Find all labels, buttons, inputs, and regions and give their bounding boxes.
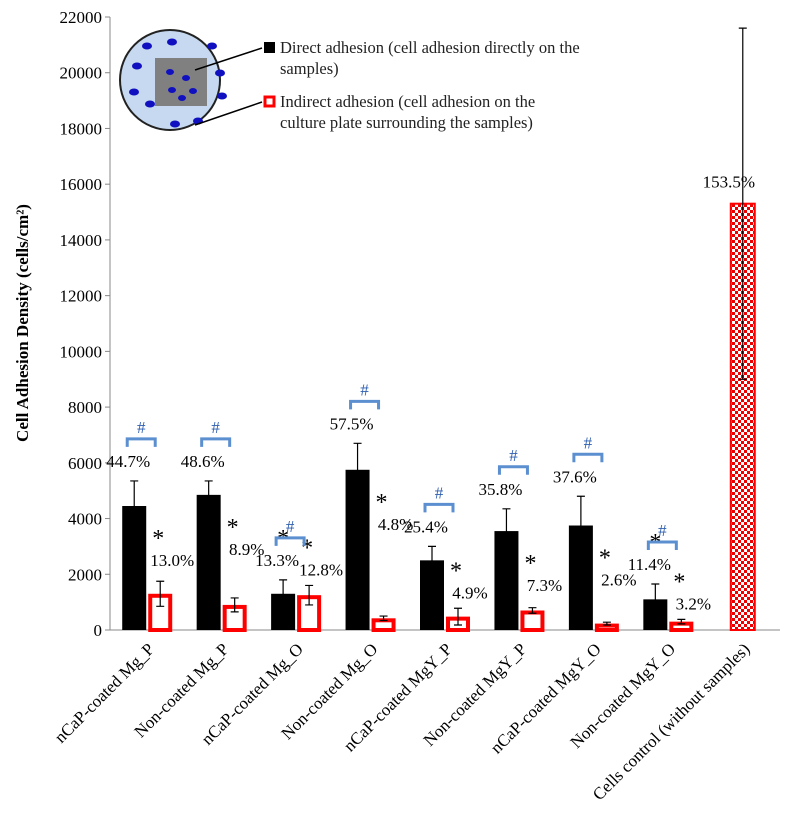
bar bbox=[520, 610, 545, 633]
error-bar bbox=[738, 27, 747, 380]
y-tick-label: 4000 bbox=[68, 510, 102, 529]
bar bbox=[196, 494, 221, 630]
error-bar bbox=[156, 580, 165, 607]
bracket bbox=[423, 502, 455, 513]
percent-label: 4.9% bbox=[452, 583, 487, 602]
error-bar bbox=[576, 495, 585, 556]
significance-mark: * bbox=[524, 551, 536, 577]
legend-entry: Indirect adhesion (cell adhesion on the … bbox=[280, 92, 536, 132]
percent-label: 13.0% bbox=[150, 551, 194, 570]
percent-label: 44.7% bbox=[106, 452, 150, 471]
y-tick-label: 8000 bbox=[68, 398, 102, 417]
error-bar bbox=[379, 615, 388, 622]
error-bar bbox=[677, 618, 686, 625]
y-tick-label: 2000 bbox=[68, 565, 102, 584]
percent-label: 48.6% bbox=[181, 452, 225, 471]
percent-label: 4.8% bbox=[378, 515, 413, 534]
error-bar bbox=[279, 579, 288, 609]
bracket bbox=[349, 399, 381, 410]
bracket bbox=[200, 437, 232, 447]
percent-label: 2.6% bbox=[601, 571, 636, 590]
y-tick-label: 6000 bbox=[68, 454, 102, 473]
significance-mark: * bbox=[376, 490, 388, 516]
significance-mark: * bbox=[673, 569, 685, 595]
significance-mark: * bbox=[599, 546, 611, 572]
bracket bbox=[125, 437, 157, 447]
bracket bbox=[274, 536, 306, 546]
error-bar bbox=[305, 584, 314, 606]
group-mark: # bbox=[137, 418, 146, 437]
group-mark: # bbox=[584, 433, 593, 452]
error-bar bbox=[204, 480, 213, 510]
bracket bbox=[497, 465, 529, 475]
error-bar bbox=[428, 545, 436, 575]
y-tick-label: 22000 bbox=[60, 8, 103, 27]
error-bar bbox=[130, 480, 139, 532]
percent-label: 57.5% bbox=[330, 414, 374, 433]
percent-label: 25.4% bbox=[404, 517, 448, 536]
significance-mark: * bbox=[450, 558, 462, 584]
bar bbox=[594, 623, 619, 633]
y-tick-label: 12000 bbox=[60, 287, 103, 306]
bracket bbox=[646, 540, 678, 551]
percent-label: 3.2% bbox=[676, 594, 711, 613]
x-tick-label: Cells control (without samples) bbox=[589, 639, 754, 804]
group-mark: # bbox=[658, 521, 667, 540]
error-bar bbox=[454, 607, 462, 626]
group-mark: # bbox=[360, 380, 369, 399]
error-bar bbox=[602, 621, 611, 626]
group-mark: # bbox=[286, 517, 295, 536]
bar bbox=[371, 618, 396, 633]
error-bar bbox=[502, 508, 511, 554]
percent-label: 7.3% bbox=[527, 576, 562, 595]
y-tick-label: 20000 bbox=[60, 64, 103, 83]
error-bar bbox=[353, 442, 362, 497]
y-tick-label: 18000 bbox=[60, 119, 103, 138]
y-tick-label: 10000 bbox=[60, 342, 103, 361]
percent-label: 12.8% bbox=[299, 560, 343, 579]
significance-mark: * bbox=[227, 515, 239, 541]
error-bar bbox=[528, 607, 537, 614]
y-tick-label: 0 bbox=[94, 621, 103, 640]
bracket bbox=[572, 452, 604, 463]
y-tick-label: 14000 bbox=[60, 231, 103, 250]
error-bar bbox=[230, 597, 239, 613]
group-mark: # bbox=[435, 483, 444, 502]
group-mark: # bbox=[509, 446, 518, 465]
percent-label: 153.5% bbox=[703, 173, 755, 192]
y-axis-label: Cell Adhesion Density (cells/cm²) bbox=[13, 204, 32, 442]
percent-label: 37.6% bbox=[553, 467, 597, 486]
percent-label: 11.4% bbox=[628, 555, 671, 574]
bar bbox=[669, 621, 694, 633]
group-mark: # bbox=[211, 418, 220, 437]
legend-schematic bbox=[119, 29, 276, 131]
percent-label: 13.3% bbox=[255, 551, 299, 570]
percent-label: 8.9% bbox=[229, 540, 264, 559]
significance-mark: * bbox=[152, 526, 164, 552]
legend-entry: Direct adhesion (cell adhesion directly … bbox=[280, 38, 580, 78]
error-bar bbox=[651, 583, 660, 616]
y-tick-label: 16000 bbox=[60, 175, 103, 194]
percent-label: 35.8% bbox=[478, 480, 522, 499]
